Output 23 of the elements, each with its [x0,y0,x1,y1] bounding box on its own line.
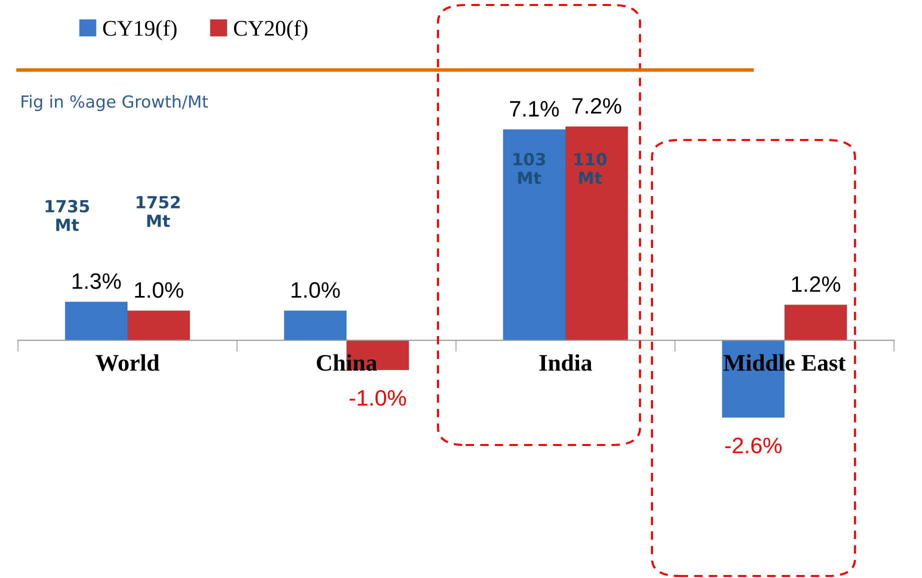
legend-label: CY20(f) [234,20,308,40]
bar [65,302,128,340]
data-label: -1.0% [350,390,406,406]
data-label: -2.6% [725,438,782,454]
data-label: 1.2% [792,276,840,292]
x-tick-label: India [539,354,592,371]
bar [784,304,847,340]
bar [284,310,346,340]
data-label: 7.1% [510,101,559,117]
x-tick-label: World [96,354,160,371]
annotation: 103 Mt [513,152,546,184]
data-label: 7.2% [572,98,622,114]
legend-label: CY19(f) [103,20,177,40]
annotation: 110 Mt [574,152,607,184]
data-label: 1.0% [292,282,340,298]
data-label: 1.3% [72,273,121,289]
bar [503,129,566,340]
bar [566,126,628,340]
annotation: 1735 Mt [46,200,90,231]
text: Fig in %age Growth/Mt [22,94,208,112]
annotation: 1752 Mt [136,196,180,227]
bar [128,310,190,340]
data-label: 1.0% [135,282,184,298]
